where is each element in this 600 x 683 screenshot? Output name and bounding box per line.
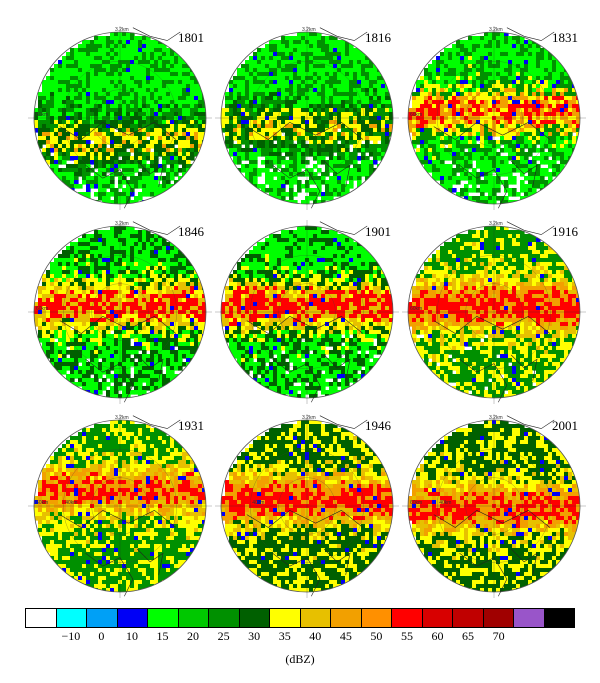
radar-panel-1831: 1831 3.2km 60km [402,26,586,210]
colorbar-swatch [209,609,240,627]
colorbar-swatch [361,609,392,627]
reflectivity-field [408,32,580,204]
panel-time-label: 2001 [552,418,578,433]
range-label-top: 3.2km [115,27,129,33]
range-label-mid: 40km [65,500,77,506]
radar-panels: 1801 3.2km 60km 1816 3.2km 1831 3.2km 60km 1846 3… [28,26,586,598]
colorbar-swatch [544,609,574,627]
colorbar-swatch [483,609,514,627]
colorbar-tick-label: 70 [492,629,505,643]
colorbar-swatch [117,609,148,627]
radar-panel-1846: 1846 3.2km 60km [28,220,212,404]
radar-panel-1901: 1901 [215,220,399,404]
range-label-top: 3.2km [489,415,503,421]
panel-time-label: 1931 [178,418,204,433]
map-outline [246,27,368,209]
panel-time-label: 1831 [552,30,578,45]
reflectivity-field [408,420,580,592]
colorbar-swatch [87,609,118,627]
colorbar-tick-label: 45 [339,629,352,643]
panel-time-label: 1901 [365,224,391,239]
reflectivity-field [34,226,206,398]
reflectivity-field [221,420,393,592]
reflectivity-field [221,226,393,398]
map-outline [433,415,555,597]
map-outline [433,27,555,209]
range-label-left: 60km [36,112,48,118]
map-outline [433,221,555,403]
panel-time-label: 1846 [178,224,205,239]
range-label-top: 3.2km [302,27,316,33]
range-label-mid: 40km [439,500,451,506]
colorbar-tick-label: 65 [462,629,475,643]
map-outline [59,221,181,403]
colorbar-ticks: −10 0 10 15 20 25 30 35 40 45 50 55 60 65 70 [25,628,575,648]
colorbar-swatch [514,609,545,627]
colorbar [25,608,575,628]
radar-panel-2001: 2001 3.2km 60km 40km [402,414,586,598]
panel-time-label: 1946 [365,418,392,433]
colorbar-swatch [422,609,453,627]
panel-time-label: 1916 [552,224,579,239]
colorbar-tick-label: 55 [400,629,413,643]
range-label-top: 3.2km [489,27,503,33]
colorbar-unit: (dBZ) [285,652,315,666]
radar-panel-1946: 1946 3.2km 40km [215,414,399,598]
colorbar-swatch [148,609,179,627]
colorbar-tick-label: 60 [431,629,444,643]
colorbar-tick-label: −10 [61,629,81,643]
range-label-left: 60km [410,306,422,312]
colorbar-tick-label: 35 [278,629,291,643]
map-outline [59,27,181,209]
colorbar-swatch [178,609,209,627]
range-label-left: 60km [36,306,48,312]
colorbar-swatch [239,609,270,627]
colorbar-tick-label: 15 [156,629,169,643]
colorbar-tick-label: 10 [125,629,138,643]
range-label-left: 60km [410,500,422,506]
reflectivity-field [34,420,206,592]
range-label-mid: 40km [252,500,264,506]
range-label-left: 60km [410,112,422,118]
radar-panel-1931: 1931 3.2km 60km 40km [28,414,212,598]
colorbar-swatch [270,609,301,627]
colorbar-swatch [26,609,57,627]
colorbar-tick-label: 40 [309,629,322,643]
colorbar-swatch [331,609,362,627]
colorbar-swatch [300,609,331,627]
colorbar-tick-label: 25 [217,629,230,643]
range-label-top: 3.2km [115,221,129,227]
radar-panel-1801: 1801 3.2km 60km [28,26,212,210]
colorbar-tick-label: 50 [370,629,383,643]
range-label-top: 3.2km [489,221,503,227]
reflectivity-field [408,226,580,398]
reflectivity-field [34,32,206,204]
panel-time-label: 1816 [365,30,392,45]
map-outline [59,415,181,597]
range-label-top: 3.2km [115,415,129,421]
map-outline [246,415,368,597]
range-label-top: 3.2km [302,415,316,421]
colorbar-swatch [453,609,484,627]
radar-panel-1916: 1916 3.2km 60km [402,220,586,404]
colorbar-tick-label: 20 [187,629,200,643]
radar-panel-1816: 1816 3.2km [215,26,399,210]
colorbar-swatch [392,609,423,627]
colorbar-tick-label: 30 [248,629,261,643]
colorbar-tick-label: 0 [98,629,105,643]
panel-time-label: 1801 [178,30,204,45]
range-label-left: 60km [36,500,48,506]
map-outline [246,221,368,403]
colorbar-swatch [56,609,87,627]
